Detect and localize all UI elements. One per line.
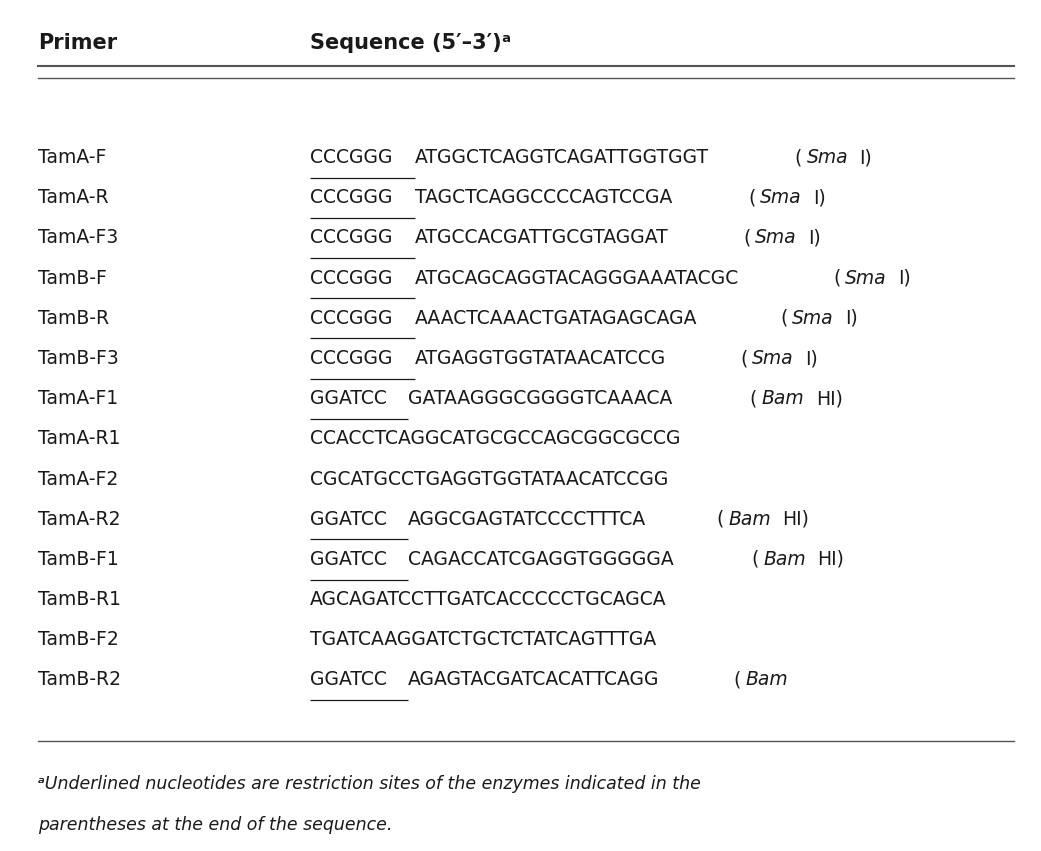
Text: AGGCGAGTATCCCCTTTCA: AGGCGAGTATCCCCTTTCA	[408, 510, 646, 528]
Text: Bam: Bam	[745, 671, 788, 689]
Text: (: (	[735, 349, 748, 368]
Text: Sma: Sma	[845, 269, 887, 288]
Text: Bam: Bam	[763, 550, 806, 569]
Text: CAGACCATCGAGGTGGGGGA: CAGACCATCGAGGTGGGGGA	[408, 550, 674, 569]
Text: ATGGCTCAGGTCAGATTGGTGGT: ATGGCTCAGGTCAGATTGGTGGT	[415, 148, 709, 167]
Text: CCCGGG: CCCGGG	[310, 269, 392, 288]
Text: CCCGGG: CCCGGG	[310, 349, 392, 368]
Text: Sma: Sma	[760, 188, 802, 208]
Text: ATGCCACGATTGCGTAGGAT: ATGCCACGATTGCGTAGGAT	[415, 228, 668, 248]
Text: CCACCTCAGGCATGCGCCAGCGGCGCCG: CCACCTCAGGCATGCGCCAGCGGCGCCG	[310, 430, 681, 448]
Text: Primer: Primer	[37, 33, 117, 53]
Text: TamB-R1: TamB-R1	[37, 590, 121, 609]
Text: CGCATGCCTGAGGTGGTATAACATCCGG: CGCATGCCTGAGGTGGTATAACATCCGG	[310, 470, 668, 488]
Text: I): I)	[808, 228, 820, 248]
Text: (: (	[728, 671, 741, 689]
Text: GGATCC: GGATCC	[310, 389, 387, 408]
Text: AAACTCAAACTGATAGAGCAGA: AAACTCAAACTGATAGAGCAGA	[415, 309, 697, 328]
Text: Sma: Sma	[752, 349, 793, 368]
Text: TamA-F1: TamA-F1	[37, 389, 118, 408]
Text: TamA-R: TamA-R	[37, 188, 108, 208]
Text: (: (	[775, 309, 788, 328]
Text: GGATCC: GGATCC	[310, 510, 387, 528]
Text: GGATCC: GGATCC	[310, 671, 387, 689]
Text: (: (	[828, 269, 841, 288]
Text: HI): HI)	[816, 389, 842, 408]
Text: parentheses at the end of the sequence.: parentheses at the end of the sequence.	[37, 816, 392, 835]
Text: Sma: Sma	[755, 228, 796, 248]
Text: TamB-R: TamB-R	[37, 309, 109, 328]
Text: TamB-F: TamB-F	[37, 269, 106, 288]
Text: (: (	[789, 148, 803, 167]
Text: AGAGTACGATCACATTCAGG: AGAGTACGATCACATTCAGG	[408, 671, 659, 689]
Text: ᵃ: ᵃ	[37, 774, 45, 792]
Text: CCCGGG: CCCGGG	[310, 228, 392, 248]
Text: (: (	[711, 510, 725, 528]
Text: Sma: Sma	[807, 148, 848, 167]
Text: Sequence (5′–3′)ᵃ: Sequence (5′–3′)ᵃ	[310, 33, 511, 53]
Text: TAGCTCAGGCCCCAGTCCGA: TAGCTCAGGCCCCAGTCCGA	[415, 188, 672, 208]
Text: CCCGGG: CCCGGG	[310, 309, 392, 328]
Text: I): I)	[805, 349, 817, 368]
Text: I): I)	[813, 188, 826, 208]
Text: Bam: Bam	[728, 510, 770, 528]
Text: TamB-F2: TamB-F2	[37, 631, 119, 649]
Text: TamA-F3: TamA-F3	[37, 228, 118, 248]
Text: CCCGGG: CCCGGG	[310, 148, 392, 167]
Text: AGCAGATCCTTGATCACCCCCTGCAGCA: AGCAGATCCTTGATCACCCCCTGCAGCA	[310, 590, 666, 609]
Text: CCCGGG: CCCGGG	[310, 188, 392, 208]
Text: (: (	[738, 228, 752, 248]
Text: GATAAGGGCGGGGTCAAACA: GATAAGGGCGGGGTCAAACA	[408, 389, 672, 408]
Text: TamA-F: TamA-F	[37, 148, 106, 167]
Text: TamA-R2: TamA-R2	[37, 510, 121, 528]
Text: (: (	[746, 550, 760, 569]
Text: (: (	[742, 188, 756, 208]
Text: HI): HI)	[817, 550, 844, 569]
Text: I): I)	[897, 269, 911, 288]
Text: I): I)	[844, 309, 858, 328]
Text: TamA-F2: TamA-F2	[37, 470, 118, 488]
Text: TamB-R2: TamB-R2	[37, 671, 121, 689]
Text: (: (	[744, 389, 758, 408]
Text: TamB-F3: TamB-F3	[37, 349, 119, 368]
Text: ᵃUnderlined nucleotides are restriction sites of the enzymes indicated in the: ᵃUnderlined nucleotides are restriction …	[37, 774, 701, 792]
Text: HI): HI)	[783, 510, 809, 528]
Text: TamA-R1: TamA-R1	[37, 430, 121, 448]
Text: I): I)	[860, 148, 872, 167]
Text: TGATCAAGGATCTGCTCTATCAGTTTGA: TGATCAAGGATCTGCTCTATCAGTTTGA	[310, 631, 656, 649]
Text: Sma: Sma	[791, 309, 833, 328]
Text: ATGCAGCAGGTACAGGGAAATACGC: ATGCAGCAGGTACAGGGAAATACGC	[415, 269, 739, 288]
Text: GGATCC: GGATCC	[310, 550, 387, 569]
Text: TamB-F1: TamB-F1	[37, 550, 119, 569]
Text: ATGAGGTGGTATAACATCCG: ATGAGGTGGTATAACATCCG	[415, 349, 666, 368]
Text: Bam: Bam	[761, 389, 804, 408]
